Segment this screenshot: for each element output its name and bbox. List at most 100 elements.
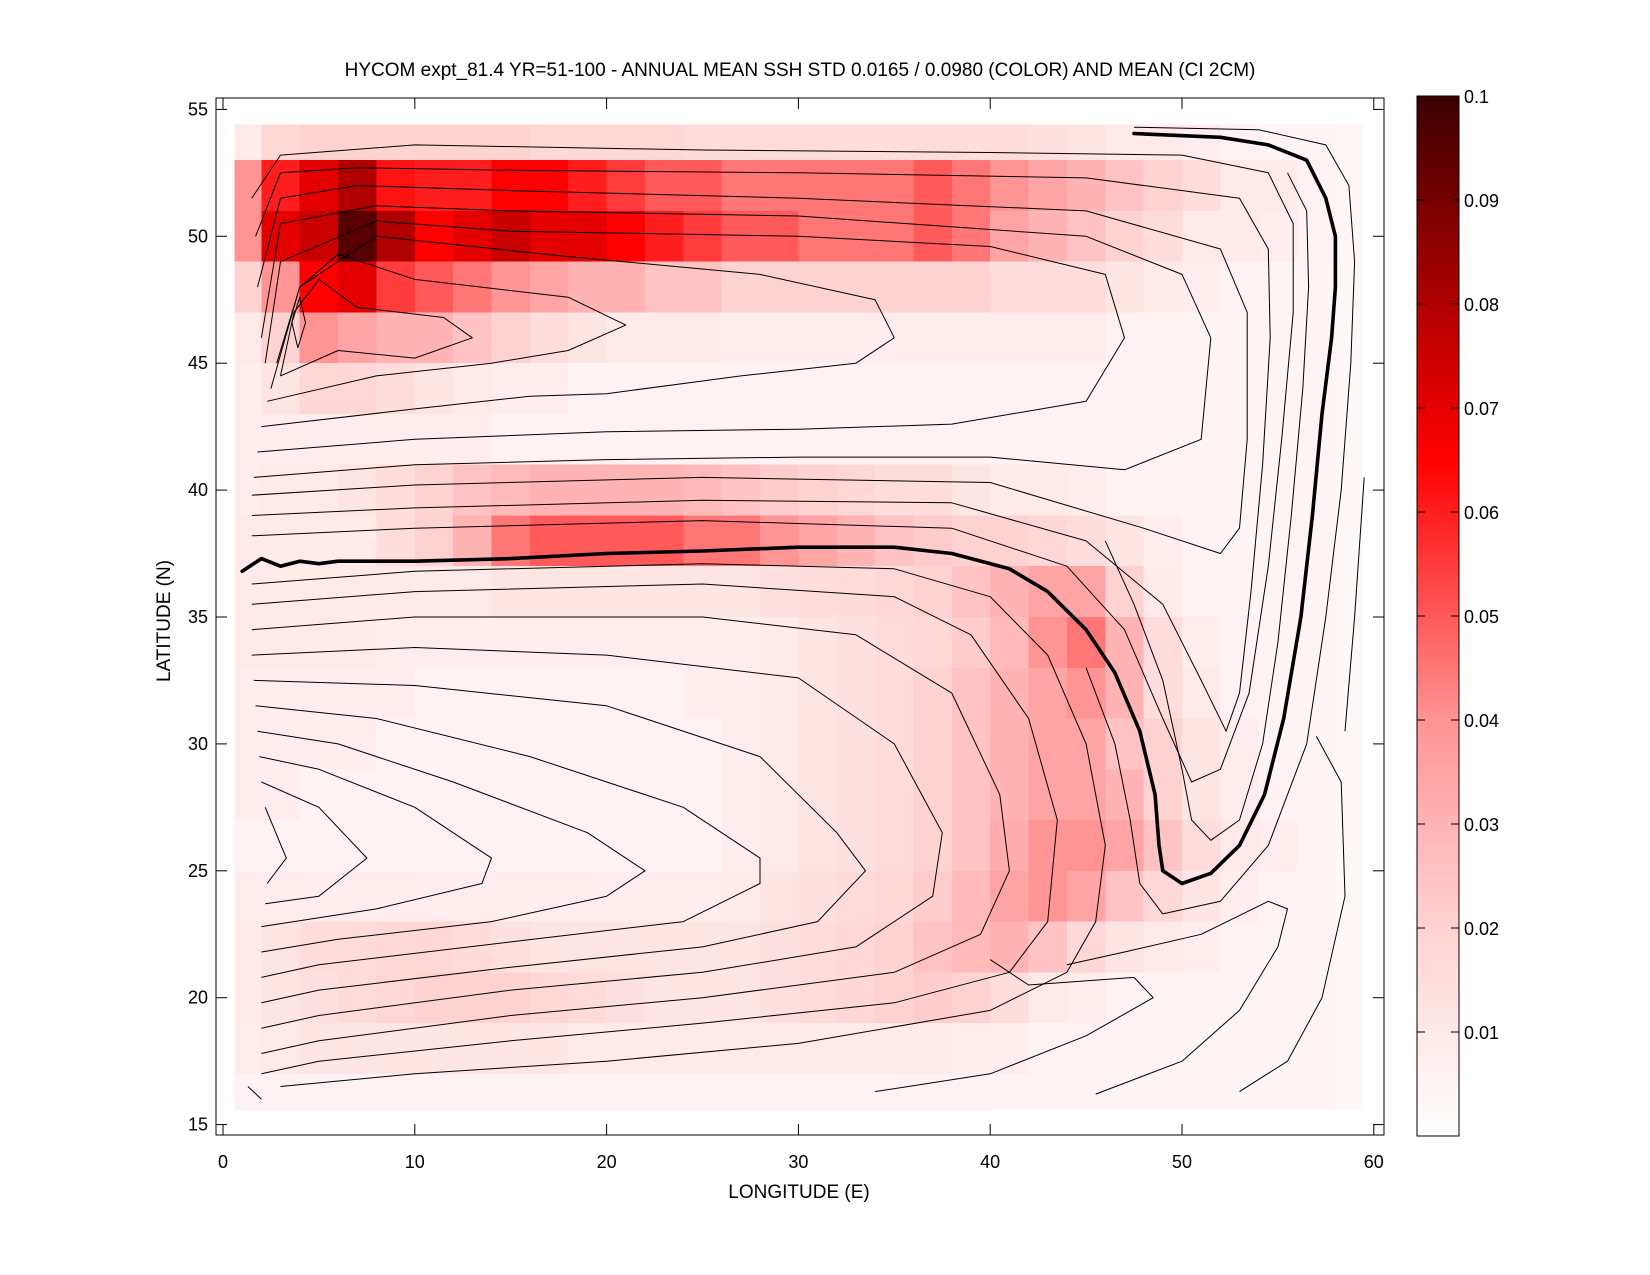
heatmap-cell (453, 363, 493, 415)
heatmap-cell (568, 464, 608, 517)
heatmap-cell (798, 160, 838, 212)
heatmap-cell (913, 820, 953, 872)
heatmap-cell (568, 363, 608, 415)
heatmap-cell (644, 1073, 684, 1110)
heatmap-cell (1182, 124, 1221, 161)
heatmap-cell (529, 363, 569, 415)
heatmap-cell (1335, 566, 1363, 618)
heatmap-cell (913, 312, 953, 364)
heatmap-cell (836, 312, 876, 364)
heatmap-cell (644, 566, 684, 618)
heatmap-cell (261, 363, 301, 415)
heatmap-cell (1258, 972, 1298, 1024)
heatmap-cell (529, 515, 569, 567)
heatmap-cell (568, 1023, 608, 1075)
heatmap-cell (1028, 667, 1068, 720)
y-tick-label: 15 (188, 1115, 208, 1135)
heatmap-cell (760, 363, 799, 415)
heatmap-cell (1143, 363, 1183, 415)
heatmap-cell (299, 1023, 339, 1075)
heatmap-cell (1028, 515, 1068, 567)
heatmap-cell (234, 464, 262, 517)
heatmap-cell (990, 210, 1030, 263)
heatmap-cell (1028, 921, 1068, 973)
heatmap-cell (299, 566, 339, 618)
heatmap-cell (683, 617, 723, 669)
heatmap-cell (299, 718, 339, 770)
heatmap-cell (1066, 870, 1106, 923)
heatmap-cell (1182, 820, 1221, 872)
heatmap-cell (1105, 566, 1145, 618)
heatmap-cell (453, 160, 493, 212)
heatmap-cell (1028, 718, 1068, 770)
heatmap-cell (721, 667, 761, 720)
heatmap-cell (644, 363, 684, 415)
heatmap-cell (1105, 515, 1145, 567)
heatmap-cell (1220, 312, 1260, 364)
heatmap-cell (491, 566, 531, 618)
heatmap-cell (836, 870, 876, 923)
heatmap-cell (913, 464, 953, 517)
heatmap-cell (990, 972, 1030, 1024)
heatmap-cell (1335, 210, 1363, 263)
heatmap-cell (491, 1073, 531, 1110)
heatmap-cell (683, 124, 723, 161)
heatmap-cell (913, 413, 953, 466)
heatmap-cell (1066, 1073, 1106, 1110)
heatmap-cell (875, 820, 915, 872)
heatmap-cell (990, 261, 1030, 314)
heatmap-cell (990, 870, 1030, 923)
heatmap-cell (721, 413, 761, 466)
heatmap-cell (1220, 363, 1260, 415)
heatmap-cell (1258, 1023, 1298, 1075)
y-tick-label: 30 (188, 734, 208, 754)
heatmap-cell (836, 667, 876, 720)
heatmap-cell (798, 972, 838, 1024)
heatmap-cell (606, 413, 646, 466)
heatmap-cell (261, 769, 301, 821)
y-tick-label: 40 (188, 480, 208, 500)
heatmap-cell (644, 312, 684, 364)
heatmap-cell (875, 870, 915, 923)
heatmap-cell (913, 1073, 953, 1110)
heatmap-cell (644, 718, 684, 770)
heatmap-cell (338, 769, 378, 821)
heatmap-cell (875, 1023, 915, 1075)
heatmap-cell (721, 261, 761, 314)
heatmap-cell (1297, 870, 1337, 923)
heatmap-cell (836, 718, 876, 770)
heatmap-cell (990, 820, 1030, 872)
heatmap-cell (913, 617, 953, 669)
heatmap-cell (529, 464, 569, 517)
heatmap-cell (913, 667, 953, 720)
heatmap-cell (1066, 769, 1106, 821)
heatmap-cell (683, 1023, 723, 1075)
y-tick-label: 50 (188, 226, 208, 246)
heatmap-cell (1335, 413, 1363, 466)
heatmap-cell (491, 312, 531, 364)
heatmap-cell (376, 617, 416, 669)
contour-line (251, 167, 1271, 732)
heatmap-cell (798, 124, 838, 161)
heatmap-cell (721, 363, 761, 415)
heatmap-cell (568, 413, 608, 466)
heatmap-cell (875, 464, 915, 517)
heatmap-cell (299, 261, 339, 314)
heatmap-cell (299, 921, 339, 973)
heatmap-cell (1182, 261, 1221, 314)
heatmap-cell (798, 667, 838, 720)
heatmap-cell (644, 1023, 684, 1075)
heatmap-cell (951, 870, 991, 923)
heatmap-cell (875, 566, 915, 618)
heatmap-cell (606, 312, 646, 364)
heatmap-cell (376, 464, 416, 517)
heatmap-cell (234, 312, 262, 364)
heatmap-cell (951, 566, 991, 618)
heatmap-cell (760, 769, 799, 821)
heatmap-cell (683, 566, 723, 618)
heatmap-cell (951, 1073, 991, 1110)
colorbar-ticks: 0.01 0.02 0.03 0.04 0.05 0.06 0.07 0.08 0.09 0.1 (1417, 87, 1499, 1043)
heatmap-cell (1066, 617, 1106, 669)
heatmap-cell (644, 870, 684, 923)
heatmap-cell (913, 363, 953, 415)
